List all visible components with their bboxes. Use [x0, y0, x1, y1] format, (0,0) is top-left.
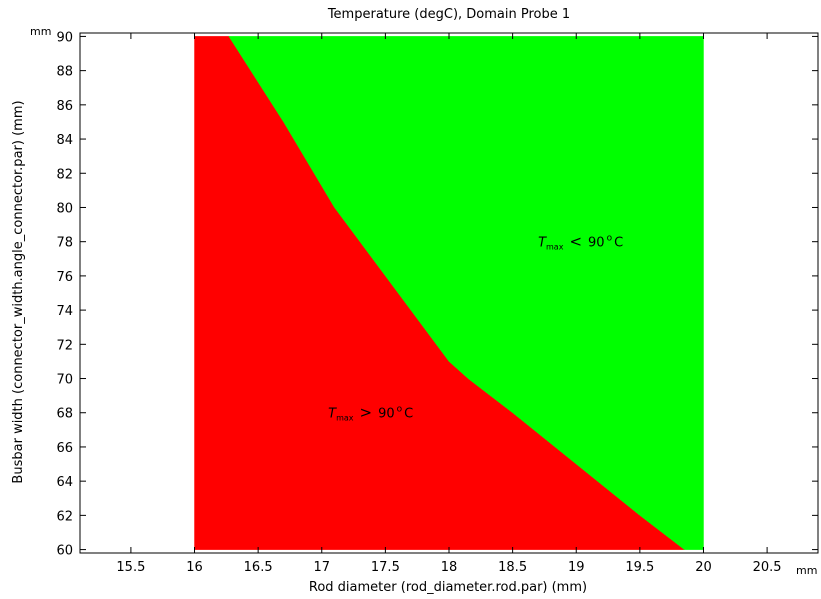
x-tick-label: 17.5: [371, 560, 400, 575]
x-ticks: 15.5 16 16.5 17 17.5 18 18.5 19 19.5 20 20.5: [116, 33, 782, 575]
x-tick-label: 17: [313, 560, 330, 575]
y-tick-label: 68: [56, 407, 73, 422]
chart-title: Temperature (degC), Domain Probe 1: [327, 7, 570, 22]
y-tick-label: 86: [56, 99, 73, 114]
y-tick-label: 84: [56, 133, 73, 148]
region-annotation: Tmax <90 o C: [538, 233, 623, 252]
x-tick-label: 19: [568, 560, 585, 575]
y-tick-label: 60: [56, 544, 73, 559]
x-tick-label: 15.5: [116, 560, 145, 575]
x-tick-label: 20: [695, 560, 712, 575]
y-tick-label: 66: [56, 441, 73, 456]
x-tick-label: 19.5: [625, 560, 654, 575]
x-tick-label: 16.5: [244, 560, 273, 575]
y-tick-label: 76: [56, 270, 73, 285]
plot-regions: [194, 36, 704, 550]
y-tick-label: 72: [56, 338, 73, 353]
region-annotation: Tmax >90 o C: [328, 404, 413, 423]
y-tick-label: 74: [56, 304, 73, 319]
y-tick-label: 90: [56, 30, 73, 45]
y-tick-label: 88: [56, 65, 73, 80]
y-tick-label: 64: [56, 475, 73, 490]
annotations: Tmax >90 o C Tmax <90 o C: [328, 233, 623, 423]
x-axis-label: Rod diameter (rod_diameter.rod.par) (mm): [309, 580, 587, 595]
x-tick-label: 20.5: [753, 560, 782, 575]
y-axis-label: Busbar width (connector_width.angle_conn…: [11, 100, 26, 483]
y-unit-label: mm: [30, 25, 51, 38]
x-tick-label: 16: [186, 560, 203, 575]
x-unit-label: mm: [796, 564, 817, 577]
y-tick-label: 78: [56, 236, 73, 251]
x-tick-label: 18.5: [498, 560, 527, 575]
y-tick-label: 70: [56, 373, 73, 388]
y-ticks: 60 62 64 66 68 70 72 74 76 78 80 82 84 86 88 90: [56, 30, 818, 559]
y-tick-label: 82: [56, 167, 73, 182]
y-tick-label: 62: [56, 509, 73, 524]
x-tick-label: 18: [441, 560, 458, 575]
y-tick-label: 80: [56, 201, 73, 216]
